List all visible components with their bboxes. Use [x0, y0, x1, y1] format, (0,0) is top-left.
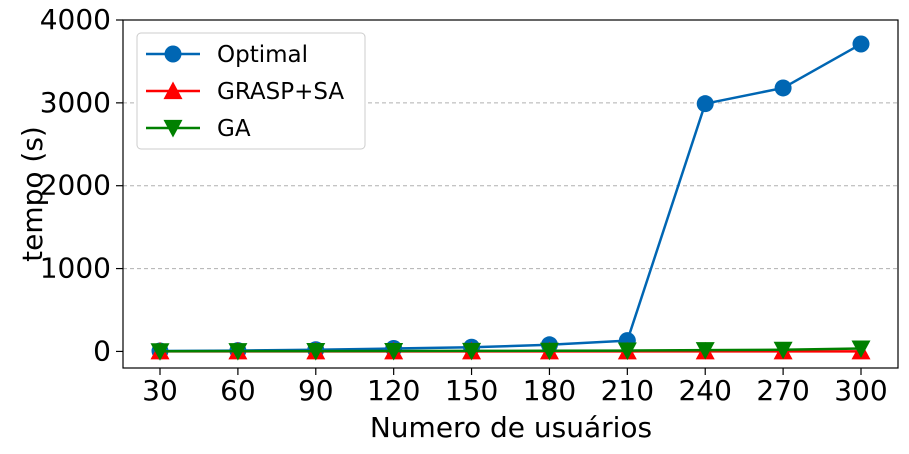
x-tick-label: 30 — [142, 374, 178, 407]
x-tick-label: 270 — [756, 374, 809, 407]
legend-marker-optimal — [164, 45, 182, 63]
data-point-optimal — [696, 95, 714, 113]
y-axis-label: tempo (s) — [16, 126, 49, 262]
series-ga — [150, 340, 871, 361]
legend-marker-ga — [163, 119, 183, 138]
legend-label-grasp-sa: GRASP+SA — [217, 79, 344, 105]
y-tick-label: 1000 — [40, 252, 111, 285]
data-point-ga — [539, 342, 559, 361]
y-axis: 0 1000 2000 3000 4000 — [40, 3, 123, 367]
legend-item-optimal: Optimal — [146, 42, 308, 68]
data-point-ga — [228, 343, 248, 361]
legend-item-ga: GA — [146, 116, 251, 142]
data-point-optimal — [852, 35, 870, 53]
legend-label-ga: GA — [217, 116, 251, 142]
legend-item-grasp-sa: GRASP+SA — [146, 79, 344, 105]
data-point-ga — [150, 343, 170, 361]
data-point-ga — [695, 342, 715, 360]
y-tick-label: 0 — [93, 334, 111, 367]
x-tick-label: 60 — [220, 374, 256, 407]
x-tick-label: 120 — [367, 374, 420, 407]
legend-label-optimal: Optimal — [217, 42, 308, 68]
data-point-ga — [851, 340, 871, 359]
x-axis-label: Numero de usuários — [370, 411, 652, 444]
data-point-ga — [462, 342, 482, 361]
data-point-ga — [384, 342, 404, 361]
x-tick-label: 240 — [678, 374, 731, 407]
plot-area-frame — [122, 19, 899, 369]
legend-box — [136, 32, 366, 150]
legend-marker-grasp-sa — [163, 81, 183, 100]
data-point-ga — [617, 342, 637, 361]
series-layer — [150, 35, 871, 361]
data-point-optimal — [774, 79, 792, 97]
data-point-ga — [773, 341, 793, 360]
y-tick-label: 4000 — [40, 3, 111, 36]
x-tick-label: 180 — [523, 374, 576, 407]
x-tick-label: 300 — [834, 374, 887, 407]
x-tick-label: 150 — [445, 374, 498, 407]
x-axis: 30 60 90 120 150 180 210 240 270 300 — [142, 368, 888, 407]
x-tick-label: 90 — [298, 374, 334, 407]
y-tick-label: 3000 — [40, 86, 111, 119]
legend: Optimal GRASP+SA GA — [136, 32, 366, 150]
x-tick-label: 210 — [601, 374, 654, 407]
y-tick-label: 2000 — [40, 169, 111, 202]
series-line-ga — [159, 347, 862, 353]
data-point-ga — [306, 343, 326, 361]
